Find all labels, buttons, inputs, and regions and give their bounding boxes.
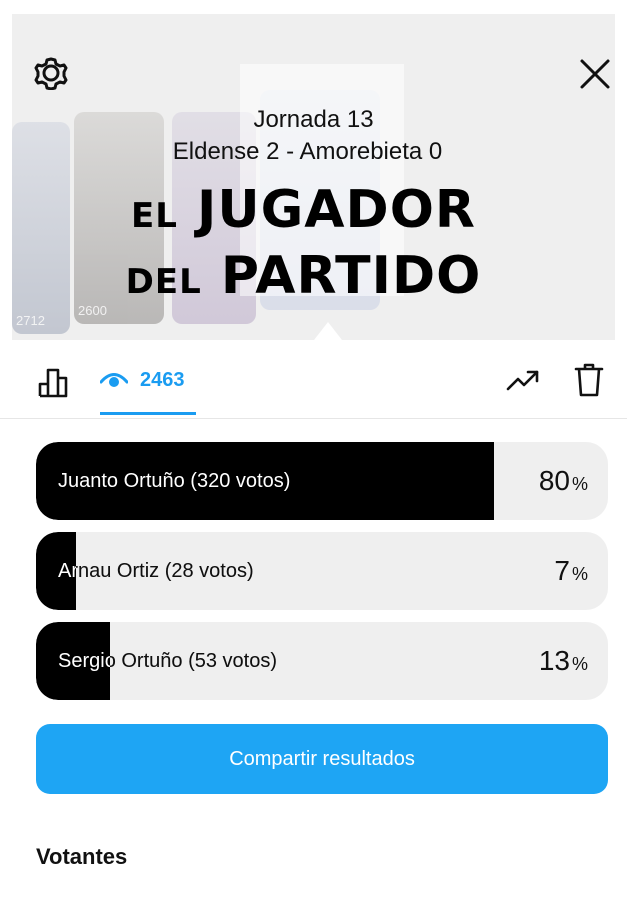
gear-icon[interactable] [34,56,68,90]
trash-icon[interactable] [574,362,604,398]
thumbnail-view-count: 2712 [16,313,45,328]
story-preview-area: 2712 2600 Jornada 13 Eldense 2 - Amorebi… [0,0,627,340]
poll-option: Sergio Ortuño (53 votos) 13% [36,622,608,700]
poll-option-percent: 80% [539,442,588,520]
title-article: DEL [125,262,202,302]
percent-value: 13 [538,645,570,676]
poll-option: Arnau Ortiz (28 votos) 7% [36,532,608,610]
poll-option-label: Juanto Ortuño (320 votos) [58,470,291,492]
trending-icon[interactable] [506,368,540,392]
percent-symbol: % [571,564,588,584]
round-label: Jornada 13 [253,106,374,133]
voters-heading: Votantes [36,844,128,869]
poll-option-bar [36,442,494,520]
story-thumbnail[interactable]: 2600 [74,112,164,324]
title-word: JUGADOR [197,180,476,240]
active-tab-indicator [100,412,196,415]
poll-results: Juanto Ortuño (320 votos) 80% Arnau Ortiz … [36,442,608,712]
poll-option-bar [36,532,77,610]
title-word: PARTIDO [220,246,482,306]
title-line-2: DEL PARTIDO [0,246,617,306]
percent-value: 7 [554,555,570,586]
title-article: EL [131,196,178,236]
story-thumbnail[interactable]: 2712 [12,122,70,334]
share-results-button[interactable]: Compartir resultados [36,724,608,794]
percent-symbol: % [571,474,588,494]
match-score: Eldense 2 - Amorebieta 0 [172,138,443,165]
poll-option: Juanto Ortuño (320 votos) 80% [36,442,608,520]
current-story-frame[interactable] [240,64,404,296]
poll-option-label: Sergio Ortuño (53 votos) [58,650,277,672]
pointer-notch [314,322,342,340]
title-line-1: EL JUGADOR [0,180,617,240]
percent-symbol: % [571,654,588,674]
poll-option-percent: 13% [539,622,588,700]
poll-option-percent: 7% [554,532,588,610]
bar-chart-icon[interactable] [38,366,74,398]
close-icon[interactable] [578,57,612,91]
percent-value: 80 [538,465,570,496]
views-tab[interactable]: 2463 [100,368,185,392]
eye-icon [100,373,128,387]
poll-option-label: Arnau Ortiz (28 votos) [58,560,254,582]
poll-option-bar [36,622,111,700]
thumbnail-view-count: 2600 [78,303,107,318]
views-count: 2463 [140,368,185,391]
